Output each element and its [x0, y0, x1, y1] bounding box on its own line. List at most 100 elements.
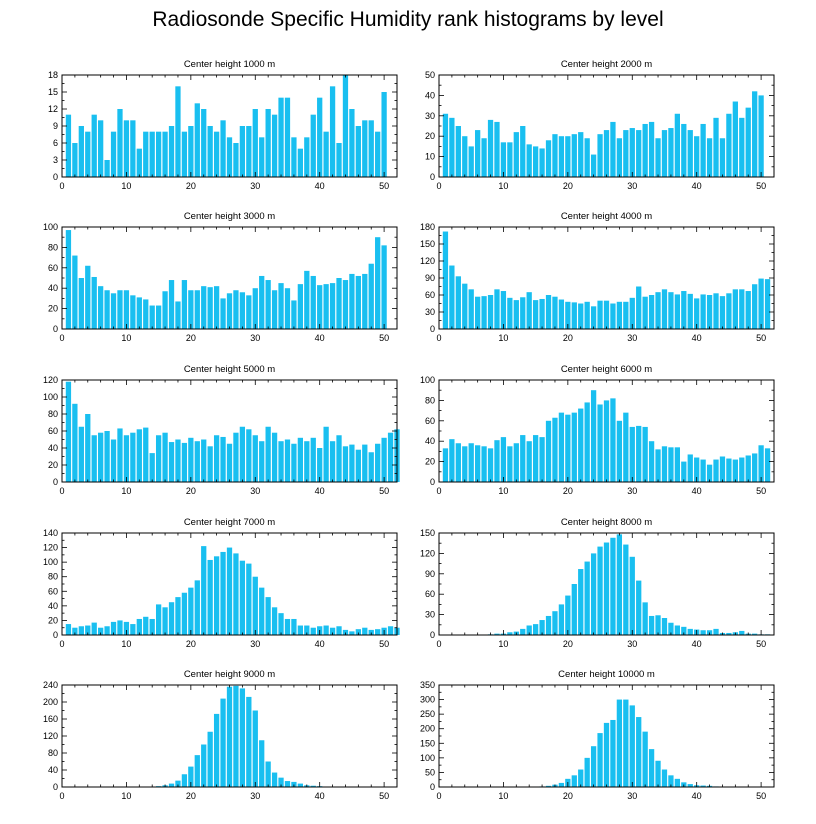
- y-tick-label: 100: [43, 222, 58, 232]
- histogram-bar: [85, 265, 91, 329]
- x-tick-label: 50: [379, 181, 389, 191]
- histogram-bar: [507, 632, 513, 635]
- histogram-bar: [713, 117, 719, 177]
- histogram-panel: Center height 10000 m 0 10 20 30 40 50 0 50 100 15…: [420, 669, 775, 801]
- histogram-bar: [739, 630, 745, 635]
- histogram-bar: [98, 120, 104, 177]
- y-tick-label: 100: [43, 557, 58, 567]
- histogram-bar: [700, 294, 706, 329]
- x-tick-label: 40: [315, 639, 325, 649]
- histogram-bar: [381, 437, 387, 482]
- histogram-bar: [207, 126, 213, 177]
- histogram-bar: [610, 121, 616, 177]
- histogram-bar: [149, 453, 155, 482]
- histogram-bar: [259, 275, 265, 329]
- histogram-bar: [355, 629, 361, 635]
- histogram-bar: [597, 733, 603, 787]
- histogram-bar: [226, 443, 233, 482]
- histogram-bar: [745, 455, 751, 482]
- histogram-bar: [375, 629, 381, 635]
- histogram-bar: [590, 390, 597, 482]
- histogram-bar: [239, 560, 246, 635]
- histogram-bar: [284, 439, 291, 482]
- histogram-bar: [745, 291, 751, 329]
- histogram-bar: [110, 131, 117, 177]
- histogram-bar: [661, 618, 668, 635]
- histogram-bar: [539, 437, 545, 482]
- x-tick-label: 30: [250, 791, 260, 801]
- y-tick-label: 40: [48, 601, 58, 611]
- x-tick-label: 50: [756, 333, 766, 343]
- y-tick-label: 0: [430, 172, 435, 182]
- y-tick-label: 120: [420, 256, 435, 266]
- histogram-bar: [85, 414, 91, 482]
- histogram-bar: [143, 616, 149, 635]
- histogram-bar: [78, 426, 84, 482]
- histogram-bar: [355, 449, 361, 482]
- x-tick-label: 40: [692, 791, 702, 801]
- y-tick-label: 20: [425, 131, 435, 141]
- x-tick-label: 40: [692, 181, 702, 191]
- histogram-bar: [252, 435, 258, 482]
- histogram-bar: [597, 546, 603, 635]
- histogram-bar: [636, 580, 642, 635]
- histogram-bar: [213, 435, 220, 482]
- histogram-bar: [713, 628, 719, 635]
- histogram-bar: [136, 429, 142, 482]
- histogram-bar: [558, 412, 565, 482]
- histogram-bar: [487, 295, 494, 329]
- histogram-bar: [674, 447, 680, 482]
- histogram-bar: [317, 448, 323, 482]
- histogram-bar: [297, 437, 303, 482]
- histogram-bar: [213, 286, 220, 329]
- histogram-bar: [590, 154, 597, 177]
- histogram-bar: [462, 283, 468, 329]
- histogram-bar: [668, 775, 674, 787]
- histogram-bar: [674, 778, 680, 787]
- histogram-bar: [271, 114, 278, 177]
- histogram-bar: [507, 297, 513, 329]
- histogram-bar: [532, 435, 539, 482]
- histogram-bar: [297, 783, 303, 787]
- histogram-bar: [687, 628, 693, 635]
- histogram-bar: [449, 439, 455, 482]
- y-tick-label: 50: [425, 767, 435, 777]
- histogram-bar: [297, 284, 303, 329]
- histogram-bar: [368, 629, 374, 635]
- histogram-bar: [168, 126, 175, 177]
- histogram-bar: [694, 136, 700, 177]
- histogram-bar: [259, 740, 265, 787]
- y-tick-label: 80: [48, 242, 58, 252]
- panel-title: Center height 7000 m: [184, 517, 275, 528]
- histogram-bar: [545, 785, 552, 787]
- histogram-bar: [117, 620, 123, 635]
- histogram-bar: [565, 414, 571, 482]
- x-tick-label: 30: [627, 639, 637, 649]
- histogram-bar: [304, 270, 310, 329]
- histogram-bar: [507, 446, 513, 482]
- x-tick-label: 0: [59, 333, 64, 343]
- histogram-bar: [668, 622, 674, 635]
- histogram-bar: [674, 294, 680, 329]
- histogram-bar: [78, 626, 84, 635]
- histogram-bar: [674, 113, 680, 177]
- histogram-bar: [623, 301, 629, 329]
- histogram-bar: [368, 263, 374, 329]
- x-tick-label: 0: [436, 333, 441, 343]
- y-tick-label: 12: [48, 104, 58, 114]
- y-tick-label: 18: [48, 70, 58, 80]
- x-tick-label: 20: [186, 333, 196, 343]
- histogram-bar: [220, 120, 226, 177]
- histogram-bar: [752, 633, 758, 635]
- histogram-bar: [246, 696, 252, 787]
- histogram-bar: [603, 542, 610, 635]
- histogram-bar: [610, 398, 616, 482]
- y-tick-label: 200: [43, 697, 58, 707]
- y-tick-label: 80: [425, 395, 435, 405]
- y-tick-label: 30: [425, 111, 435, 121]
- histogram-bar: [239, 292, 246, 329]
- histogram-bar: [317, 97, 323, 177]
- histogram-panel: Center height 1000 m 0 10 20 30 40 50 0 3 6 9 12 15 1…: [48, 59, 398, 191]
- histogram-bar: [642, 123, 648, 177]
- histogram-bar: [375, 131, 381, 177]
